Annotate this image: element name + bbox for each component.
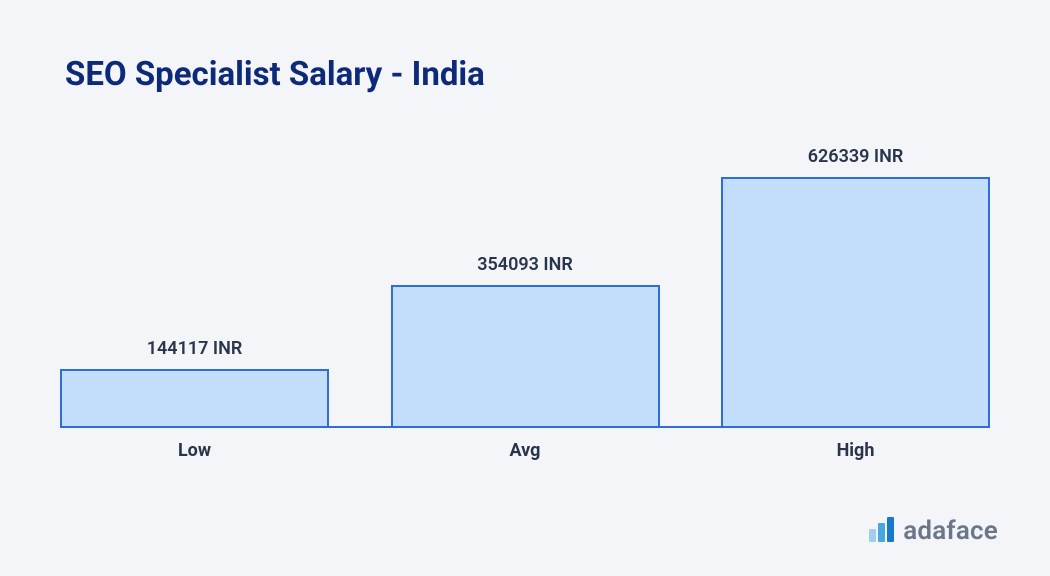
bar-rect: [721, 177, 990, 426]
bar-value-label: 354093 INR: [477, 254, 573, 275]
chart-title: SEO Specialist Salary - India: [65, 55, 485, 94]
bar-value-label: 144117 INR: [147, 338, 243, 359]
brand-name: adaface: [903, 518, 998, 544]
category-label: High: [721, 430, 990, 461]
category-label: Avg: [391, 430, 660, 461]
bar-value-label: 626339 INR: [808, 146, 904, 167]
bar-high: 626339 INR: [721, 146, 990, 426]
brand-logo-icon: [869, 517, 894, 544]
bar-rect: [391, 285, 660, 426]
bar-rect: [60, 369, 329, 426]
bar-avg: 354093 INR: [391, 254, 660, 426]
category-axis: Low Avg High: [60, 430, 990, 461]
bar-low: 144117 INR: [60, 338, 329, 426]
bar-chart: 144117 INR 354093 INR 626339 INR: [60, 150, 990, 428]
category-label: Low: [60, 430, 329, 461]
brand-footer: adaface: [869, 517, 998, 544]
